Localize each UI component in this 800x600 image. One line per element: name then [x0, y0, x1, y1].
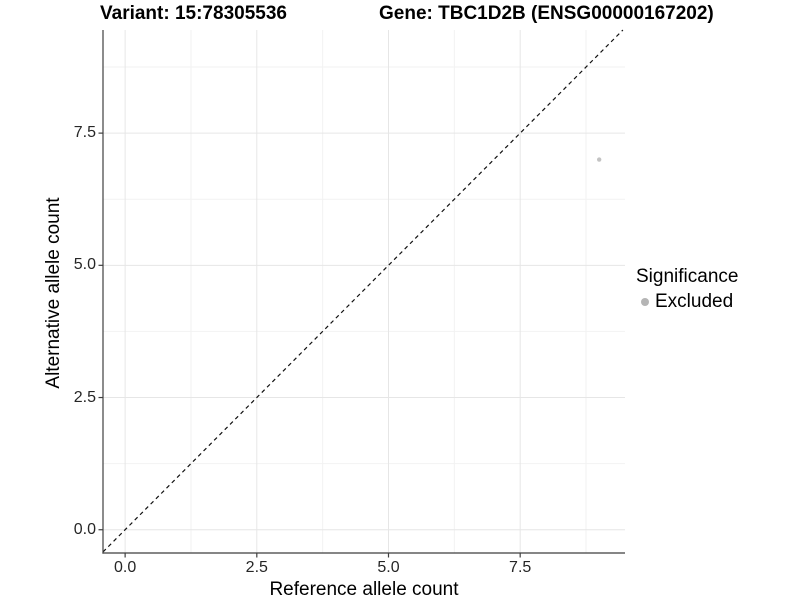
x-tick-label: 0.0 [113, 558, 137, 576]
y-tick-label: 2.5 [73, 388, 96, 406]
legend: Significance Excluded [636, 266, 738, 313]
x-tick-label: 5.0 [377, 558, 400, 576]
y-axis-title: Alternative allele count [43, 197, 64, 389]
legend-title: Significance [636, 266, 739, 287]
y-tick-label: 5.0 [73, 256, 96, 274]
plot-title-variant: Variant: 15:78305536 [100, 3, 287, 24]
data-point [596, 157, 602, 162]
y-tick-label: 0.0 [73, 520, 96, 538]
legend-key-dot-icon [641, 298, 649, 306]
x-axis-title: Reference allele count [269, 579, 459, 600]
plot-title-gene: Gene: TBC1D2B (ENSG00000167202) [379, 3, 714, 24]
identity-line [102, 29, 624, 553]
y-tick-label: 7.5 [73, 124, 96, 142]
x-tick-label: 2.5 [245, 558, 268, 576]
legend-item-label: Excluded [655, 291, 734, 312]
legend-item-excluded: Excluded [636, 291, 738, 313]
x-tick-label: 7.5 [509, 558, 532, 576]
